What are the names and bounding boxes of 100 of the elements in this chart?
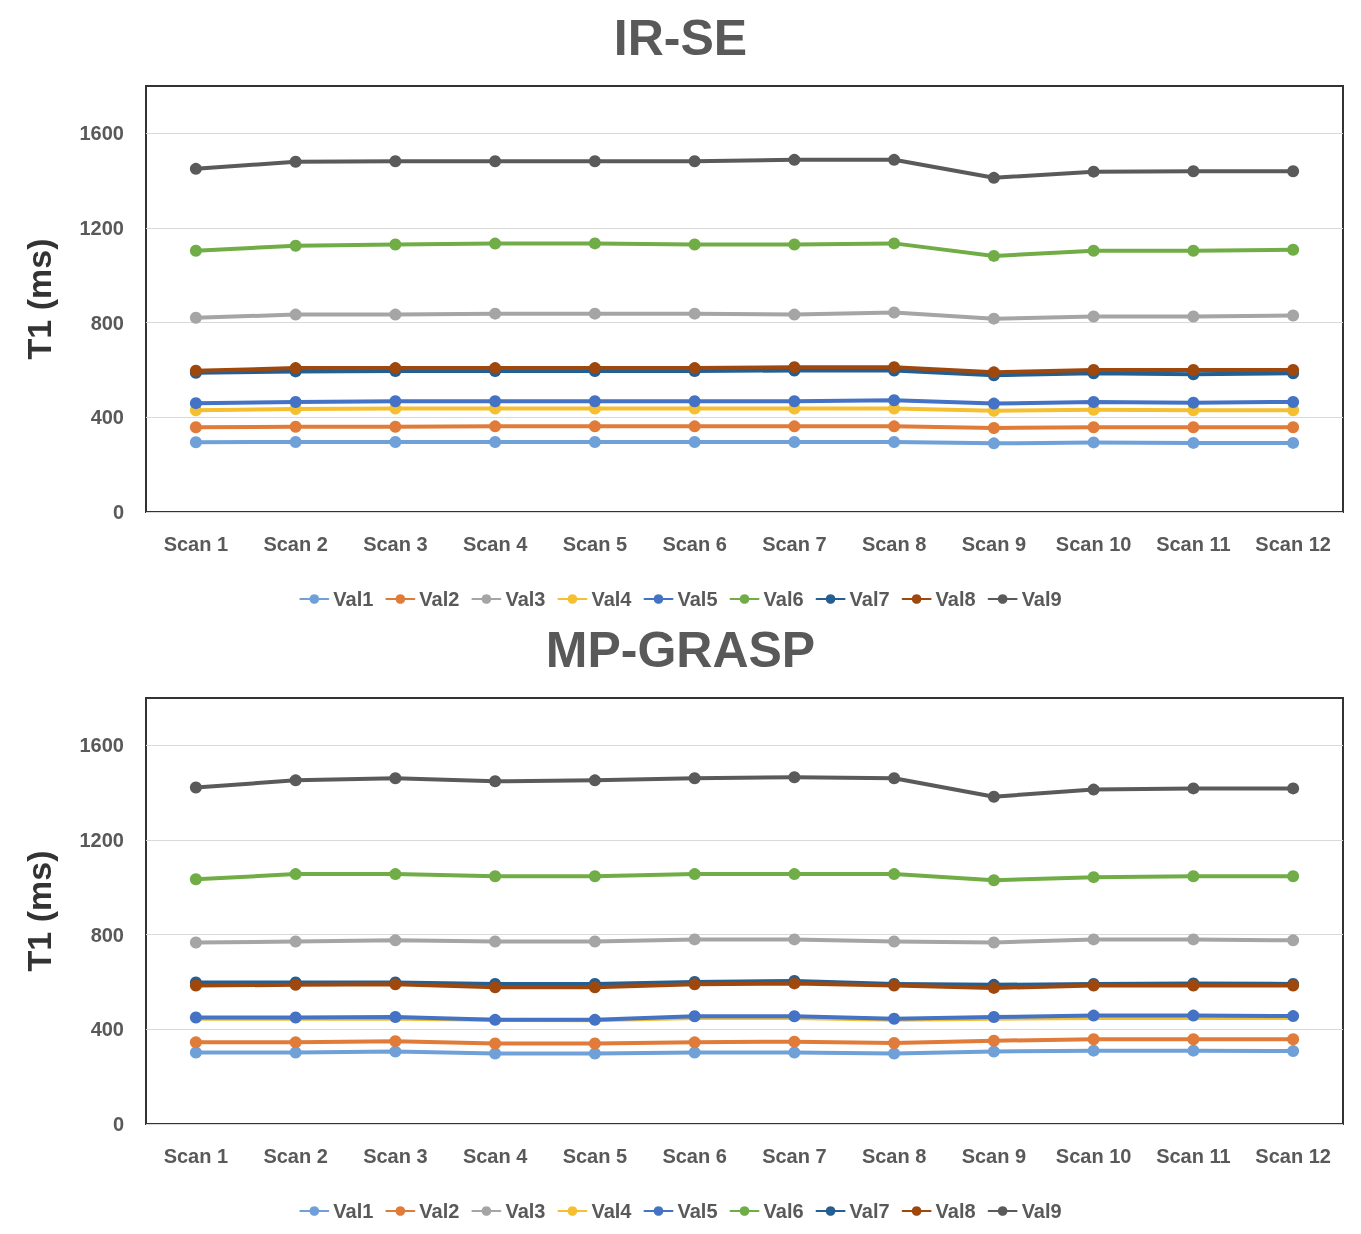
point — [289, 435, 302, 448]
point — [588, 420, 601, 433]
point — [1287, 870, 1300, 883]
point — [389, 1035, 402, 1048]
point — [189, 873, 202, 886]
point — [489, 307, 502, 320]
x-tick-label: Scan 3 — [363, 533, 428, 555]
point — [987, 249, 1000, 262]
point — [788, 771, 801, 784]
point — [189, 781, 202, 794]
point — [189, 162, 202, 175]
point — [888, 306, 901, 319]
point — [189, 244, 202, 257]
point — [987, 874, 1000, 887]
point — [788, 153, 801, 166]
x-tick-label: Scan 8 — [861, 1145, 927, 1167]
point — [489, 1013, 502, 1026]
x-tick-label: Scan 8 — [861, 533, 927, 555]
y-tick-label: 1600 — [79, 122, 124, 145]
point — [489, 981, 502, 994]
point — [888, 420, 901, 433]
point — [489, 395, 502, 408]
point — [888, 935, 901, 948]
legend-label: Val7 — [849, 1200, 890, 1222]
point — [289, 420, 302, 433]
chart-title: MP-GRASP — [545, 622, 816, 678]
y-tick-label: 800 — [90, 923, 124, 946]
point — [289, 395, 302, 408]
point — [389, 395, 402, 408]
x-tick-label: Scan 10 — [1055, 533, 1132, 555]
point — [688, 307, 701, 320]
point — [289, 935, 302, 948]
point — [289, 155, 302, 168]
y-tick-label: 400 — [90, 406, 124, 429]
point — [1087, 364, 1100, 376]
y-axis-title: T1 (ms) — [20, 238, 58, 360]
point — [788, 238, 801, 251]
x-tick-label: Scan 2 — [263, 533, 328, 555]
point — [987, 1034, 1000, 1047]
point — [788, 420, 801, 433]
point — [788, 1010, 801, 1023]
x-tick-label: Scan 7 — [762, 533, 827, 555]
point — [888, 868, 901, 881]
point — [389, 238, 402, 251]
point — [289, 1011, 302, 1024]
point — [888, 1047, 901, 1060]
point — [389, 420, 402, 433]
point — [389, 308, 402, 321]
point — [688, 420, 701, 433]
x-tick-label: Scan 6 — [662, 533, 727, 555]
point — [1287, 421, 1300, 434]
y-tick-label: 1600 — [79, 734, 124, 757]
legend-label: Val4 — [591, 1200, 633, 1222]
point — [1087, 1044, 1100, 1057]
point — [1087, 165, 1100, 178]
point — [987, 790, 1000, 803]
point — [1287, 1033, 1300, 1046]
point — [788, 1046, 801, 1059]
point — [987, 936, 1000, 949]
y-tick-label: 1200 — [79, 217, 124, 239]
point — [489, 435, 502, 448]
point — [1287, 309, 1300, 322]
x-tick-label: Scan 3 — [363, 1145, 428, 1167]
point — [1187, 396, 1200, 409]
point — [588, 774, 601, 787]
point — [688, 395, 701, 408]
point — [489, 870, 502, 883]
point — [788, 933, 801, 946]
x-tick-label: Scan 9 — [961, 1145, 1027, 1167]
x-tick-label: Scan 5 — [562, 533, 628, 555]
point — [289, 308, 302, 321]
y-tick-label: 0 — [112, 1113, 124, 1135]
point — [1087, 310, 1100, 323]
point — [489, 155, 502, 168]
point — [588, 1047, 601, 1060]
point — [289, 1036, 302, 1049]
point — [1287, 165, 1300, 178]
point — [289, 239, 302, 252]
legend-label: Val3 — [505, 588, 546, 610]
point — [1087, 436, 1100, 449]
point — [389, 435, 402, 448]
point — [1287, 395, 1300, 408]
x-tick-label: Scan 5 — [562, 1145, 628, 1167]
point — [389, 1011, 402, 1024]
point — [1187, 364, 1200, 376]
point — [489, 775, 502, 788]
point — [189, 1011, 202, 1024]
point — [189, 397, 202, 410]
point — [1287, 1045, 1300, 1058]
point — [1287, 782, 1300, 795]
x-tick-label: Scan 4 — [462, 1145, 529, 1167]
point — [1187, 782, 1200, 795]
point — [688, 1036, 701, 1049]
legend-label: Val4 — [591, 588, 633, 610]
point — [1187, 165, 1200, 178]
point — [389, 772, 402, 785]
legend-label: Val9 — [1021, 1200, 1062, 1222]
legend-label: Val5 — [677, 1200, 718, 1222]
point — [888, 772, 901, 785]
legend-label: Val8 — [935, 1200, 976, 1222]
